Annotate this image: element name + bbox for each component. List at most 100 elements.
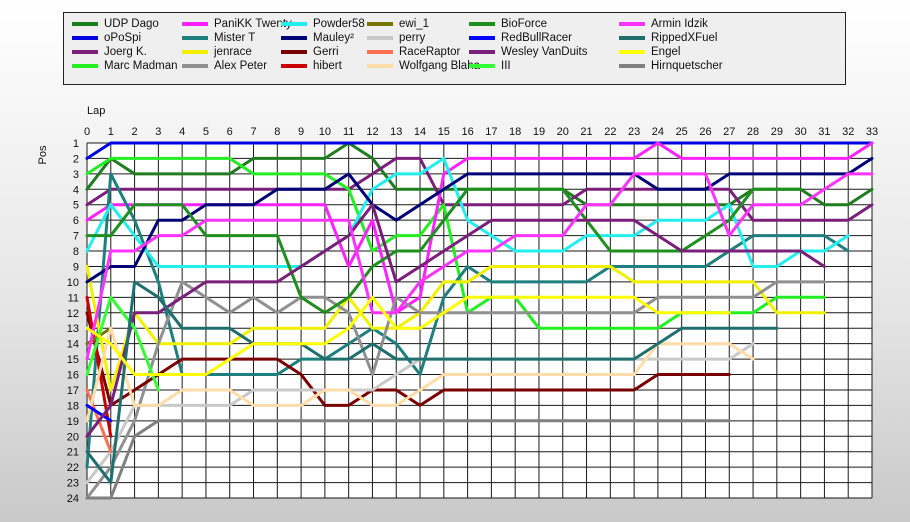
legend-label: RippedXFuel bbox=[651, 32, 718, 44]
series-line bbox=[85, 280, 826, 500]
x-tick-label: 7 bbox=[250, 126, 256, 138]
legend-swatch bbox=[619, 36, 645, 40]
x-tick-label: 2 bbox=[132, 126, 138, 138]
legend-label: ewi_1 bbox=[399, 18, 430, 30]
legend-swatch bbox=[619, 22, 645, 26]
x-tick-label: 1 bbox=[108, 126, 114, 138]
y-tick-label: 1 bbox=[73, 138, 79, 150]
x-tick-label: 12 bbox=[366, 126, 378, 138]
legend-swatch bbox=[281, 22, 307, 26]
legend-label: Wesley VanDuits bbox=[501, 46, 588, 58]
plot-area bbox=[87, 143, 872, 498]
y-tick-label: 6 bbox=[73, 215, 79, 227]
x-tick-label: 23 bbox=[628, 126, 640, 138]
legend-swatch bbox=[182, 22, 208, 26]
legend-label: III bbox=[501, 60, 511, 72]
legend-label: PaniKK Twenty bbox=[214, 18, 292, 30]
y-tick-label: 21 bbox=[67, 447, 79, 459]
x-tick-label: 3 bbox=[155, 126, 161, 138]
y-tick-label: 8 bbox=[73, 246, 79, 258]
series-line bbox=[85, 265, 826, 392]
series-line bbox=[85, 295, 731, 376]
x-tick-label: 0 bbox=[84, 126, 90, 138]
y-tick-label: 16 bbox=[67, 370, 79, 382]
x-tick-label: 4 bbox=[179, 126, 185, 138]
x-tick-label: 29 bbox=[771, 126, 783, 138]
legend-label: oPoSpi bbox=[104, 32, 142, 44]
x-tick-label: 8 bbox=[274, 126, 280, 138]
legend-swatch bbox=[367, 36, 393, 40]
series-line bbox=[85, 403, 113, 423]
x-tick-label: 32 bbox=[842, 126, 854, 138]
x-tick-label: 26 bbox=[699, 126, 711, 138]
x-axis-title: Lap bbox=[87, 105, 105, 117]
legend-swatch bbox=[367, 50, 393, 54]
legend-swatch bbox=[469, 50, 495, 54]
x-tick-label: 16 bbox=[461, 126, 473, 138]
legend-label: RedBullRacer bbox=[501, 32, 572, 44]
legend-label: RaceRaptor bbox=[399, 46, 461, 58]
legend-swatch bbox=[281, 36, 307, 40]
legend-swatch bbox=[281, 64, 307, 68]
legend-swatch bbox=[72, 50, 98, 54]
series-line bbox=[85, 172, 850, 469]
x-tick-label: 20 bbox=[557, 126, 569, 138]
x-tick-label: 33 bbox=[866, 126, 878, 138]
legend-label: Hirnquetscher bbox=[651, 60, 723, 72]
y-tick-label: 10 bbox=[67, 277, 79, 289]
legend-label: Mister T bbox=[214, 32, 256, 44]
x-tick-label: 15 bbox=[438, 126, 450, 138]
y-tick-label: 3 bbox=[73, 169, 79, 181]
y-tick-label: 22 bbox=[67, 462, 79, 474]
x-tick-label: 28 bbox=[747, 126, 759, 138]
y-tick-label: 24 bbox=[67, 493, 79, 505]
legend-swatch bbox=[367, 64, 393, 68]
legend-swatch bbox=[619, 50, 645, 54]
x-tick-label: 24 bbox=[652, 126, 664, 138]
series-line bbox=[85, 141, 874, 160]
x-tick-label: 31 bbox=[818, 126, 830, 138]
x-tick-label: 17 bbox=[485, 126, 497, 138]
legend-label: Powder58 bbox=[313, 18, 365, 30]
y-tick-label: 17 bbox=[67, 385, 79, 397]
legend-swatch bbox=[281, 50, 307, 54]
legend-swatch bbox=[72, 64, 98, 68]
y-tick-label: 9 bbox=[73, 261, 79, 273]
y-tick-label: 15 bbox=[67, 354, 79, 366]
legend-swatch bbox=[182, 50, 208, 54]
legend-label: Engel bbox=[651, 46, 681, 58]
legend-swatch bbox=[367, 22, 393, 26]
y-tick-label: 23 bbox=[67, 478, 79, 490]
y-tick-label: 7 bbox=[73, 231, 79, 243]
legend-label: Alex Peter bbox=[214, 60, 268, 72]
legend-swatch bbox=[469, 64, 495, 68]
series-line bbox=[85, 156, 850, 268]
legend-label: perry bbox=[399, 32, 426, 44]
x-tick-label: 30 bbox=[795, 126, 807, 138]
legend-label: Joerg K. bbox=[104, 46, 147, 58]
x-tick-label: 18 bbox=[509, 126, 521, 138]
legend-swatch bbox=[469, 22, 495, 26]
x-tick-label: 13 bbox=[390, 126, 402, 138]
legend-label: Marc Madman bbox=[104, 60, 178, 72]
legend-label: Wolfgang Blaha bbox=[399, 60, 480, 72]
legend-label: Gerri bbox=[313, 46, 339, 58]
x-tick-label: 14 bbox=[414, 126, 426, 138]
x-tick-label: 22 bbox=[604, 126, 616, 138]
legend-label: jenrace bbox=[214, 46, 252, 58]
y-tick-label: 4 bbox=[73, 184, 79, 196]
legend-label: BioForce bbox=[501, 18, 548, 30]
legend-swatch bbox=[72, 22, 98, 26]
legend-swatch bbox=[182, 36, 208, 40]
x-tick-label: 10 bbox=[319, 126, 331, 138]
legend-swatch bbox=[619, 64, 645, 68]
y-tick-label: 13 bbox=[67, 323, 79, 335]
x-tick-label: 27 bbox=[723, 126, 735, 138]
x-tick-label: 11 bbox=[343, 126, 354, 138]
y-tick-label: 14 bbox=[67, 339, 79, 351]
x-tick-label: 9 bbox=[298, 126, 304, 138]
y-tick-label: 2 bbox=[73, 153, 79, 165]
legend-label: hibert bbox=[313, 60, 342, 72]
legend-swatch bbox=[72, 36, 98, 40]
